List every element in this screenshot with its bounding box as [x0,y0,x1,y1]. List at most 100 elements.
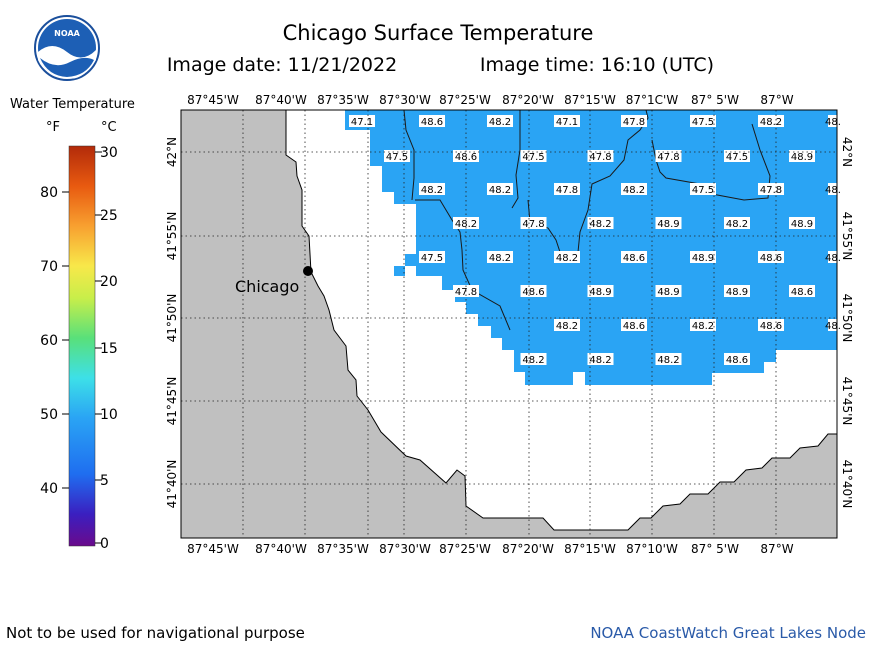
right-lat-label: 41°45'N [840,377,854,426]
reading-value: 48.2 [657,355,679,366]
reading-box [419,251,445,263]
graticule [181,110,837,538]
bottom-lon-label: 87°20'W [502,542,554,556]
reading-value: 47.5 [692,117,714,128]
temperature-reading: 48.9 [724,285,750,298]
left-latitude-axis: 42°N 41°55'N 41°50'N 41°45'N 41°40'N [165,137,179,509]
temperature-reading: 48.2 [554,251,580,264]
temperature-reading: 48.2 [621,183,647,196]
bottom-lon-label: 87°25'W [439,542,491,556]
temperature-reading: 47.5 [419,251,445,264]
right-lat-label: 41°40'N [840,460,854,509]
temperature-reading: 48.2 [419,183,445,196]
land-west-shore [180,109,838,539]
reading-value: 48.9 [692,253,714,264]
reading-value: 47.8 [522,219,544,230]
temperature-reading: 48.9 [655,285,682,298]
temperature-reading: 48. [825,115,841,128]
reading-value: 48. [825,321,841,332]
legend-f-tick-label: 70 [40,259,58,275]
bottom-lon-label: 87°40'W [255,542,307,556]
reading-box [655,285,682,297]
temperature-reading: 47.5 [724,150,750,163]
reading-box [587,285,614,297]
top-lon-label: 87°35'W [317,93,369,107]
reading-box [587,217,614,229]
temperature-reading: 47.5 [690,115,716,128]
reading-box [655,353,682,365]
reading-value: 48.6 [760,321,782,332]
reading-box [554,115,580,127]
map-panel: 47.1 48.6 48.2 47.1 47.8 47.5 48.2 48. 47.5 48.6 4… [180,109,841,539]
top-lon-label: 87°15'W [564,93,616,107]
reading-box [520,150,547,162]
bottom-lon-label: 87° 5'W [691,542,739,556]
reading-value: 48.2 [692,321,714,332]
temperature-reading: 48.6 [520,285,547,298]
reading-value: 48.9 [589,287,611,298]
top-lon-label: 87°45'W [187,93,239,107]
reading-box [690,183,716,195]
legend-f-tick-label: 40 [40,481,58,497]
reading-value: 48.2 [489,117,511,128]
left-lat-label: 41°50'N [165,294,179,343]
reading-box [554,183,580,195]
reading-value: 47.5 [421,253,443,264]
reading-value: 48.2 [589,355,611,366]
temperature-reading: 48.2 [487,251,513,264]
reading-box [487,251,513,263]
temperature-reading: 47.8 [758,183,784,196]
temperature-reading: 48.2 [655,353,682,366]
image-time: Image time: 16:10 (UTC) [480,54,714,76]
temperature-reading: 48.2 [587,353,614,366]
reading-box [587,353,614,365]
reading-value: 48.6 [791,287,813,298]
temperature-reading: 47.8 [655,150,682,163]
reading-box [621,115,647,127]
temperature-reading: 48.2 [587,217,614,230]
reading-box [621,183,647,195]
reading-value: 47.8 [589,152,611,163]
temperature-reading: 47.5 [384,150,410,163]
reading-value: 47.5 [692,185,714,196]
reading-box [520,353,547,365]
temperature-reading: 48.9 [690,251,716,264]
reading-box [758,251,784,263]
legend-colorbar [68,145,96,547]
temperature-reading: 48.6 [621,251,647,264]
legend-c-tick-label: 25 [100,208,118,224]
reading-box [724,150,750,162]
temperature-readings: 47.1 48.6 48.2 47.1 47.8 47.5 48.2 48. 47.5 48.6 4… [349,115,841,366]
reading-value: 47.8 [556,185,578,196]
top-lon-label: 87°20'W [502,93,554,107]
top-lon-label: 87°1C'W [626,93,679,107]
reading-value: 48.6 [455,152,477,163]
temperature-reading: 47.8 [621,115,647,128]
image-date: Image date: 11/21/2022 [167,54,397,76]
reading-box [724,285,750,297]
legend-unit-f: °F [46,120,60,135]
reading-value: 48.2 [421,185,443,196]
reading-box [758,183,784,195]
legend-c-tick-label: 15 [100,341,118,357]
temperature-reading: 47.1 [554,115,580,128]
legend-c-tick-label: 10 [100,407,118,423]
reading-box [758,319,784,331]
top-longitude-axis: 87°45'W 87°40'W 87°35'W 87°30'W 87°25'W 87°20… [187,93,794,107]
reading-value: 48.6 [623,253,645,264]
reading-box [487,115,513,127]
legend-c-ticks: 0 5 10 15 20 25 30 [95,145,118,552]
bottom-lon-label: 87°W [760,542,793,556]
reading-value: 48.6 [726,355,748,366]
bottom-lon-label: 87°35'W [317,542,369,556]
reading-value: 48.6 [522,287,544,298]
bottom-lon-label: 87°45'W [187,542,239,556]
reading-value: 47.1 [351,117,373,128]
temperature-reading: 47.8 [520,217,547,230]
reading-value: 48.9 [791,219,813,230]
bottom-lon-label: 87°15'W [564,542,616,556]
reading-value: 47.8 [760,185,782,196]
reading-box [828,115,838,127]
temperature-reading: 48.6 [621,319,647,332]
